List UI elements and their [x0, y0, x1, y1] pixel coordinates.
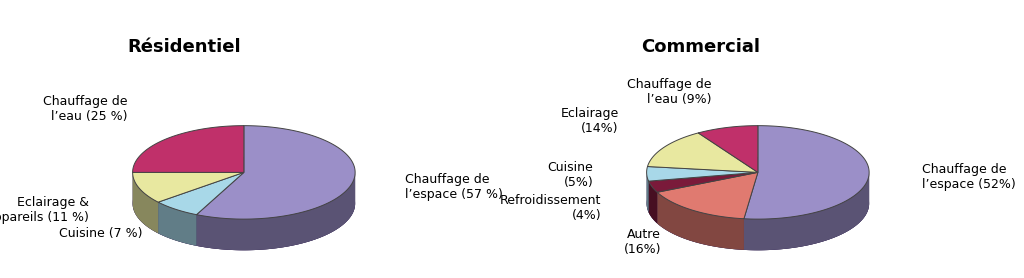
- Polygon shape: [657, 192, 743, 250]
- Polygon shape: [133, 157, 355, 250]
- Text: Chauffage de
l’espace (52%): Chauffage de l’espace (52%): [923, 163, 1016, 191]
- Polygon shape: [133, 172, 244, 202]
- Polygon shape: [646, 157, 869, 250]
- Polygon shape: [197, 126, 355, 219]
- Polygon shape: [646, 167, 758, 181]
- Text: Chauffage de
l’eau (25 %): Chauffage de l’eau (25 %): [43, 95, 127, 123]
- Polygon shape: [648, 181, 657, 224]
- Polygon shape: [647, 133, 758, 172]
- Polygon shape: [698, 126, 758, 172]
- Text: Cuisine (7 %): Cuisine (7 %): [59, 227, 143, 240]
- Text: Cuisine
(5%): Cuisine (5%): [548, 161, 593, 188]
- Text: Autre
(16%): Autre (16%): [624, 228, 662, 256]
- Polygon shape: [158, 202, 197, 246]
- Polygon shape: [133, 172, 158, 233]
- Text: Commercial: Commercial: [641, 38, 760, 56]
- Polygon shape: [646, 172, 869, 250]
- Polygon shape: [133, 172, 355, 250]
- Polygon shape: [743, 126, 869, 219]
- Polygon shape: [646, 172, 648, 212]
- Text: Refroidissement
(4%): Refroidissement (4%): [500, 194, 601, 222]
- Polygon shape: [133, 126, 244, 172]
- Text: Eclairage
(14%): Eclairage (14%): [560, 107, 618, 135]
- Text: Eclairage &
appareils (11 %): Eclairage & appareils (11 %): [0, 196, 89, 224]
- Polygon shape: [657, 172, 758, 219]
- Polygon shape: [648, 172, 758, 192]
- Polygon shape: [197, 172, 355, 250]
- Polygon shape: [743, 172, 869, 250]
- Text: Chauffage de
l’espace (57 %): Chauffage de l’espace (57 %): [404, 173, 503, 202]
- Text: Chauffage de
l’eau (9%): Chauffage de l’eau (9%): [628, 78, 712, 106]
- Polygon shape: [158, 172, 244, 215]
- Text: Résidentiel: Résidentiel: [127, 38, 241, 56]
